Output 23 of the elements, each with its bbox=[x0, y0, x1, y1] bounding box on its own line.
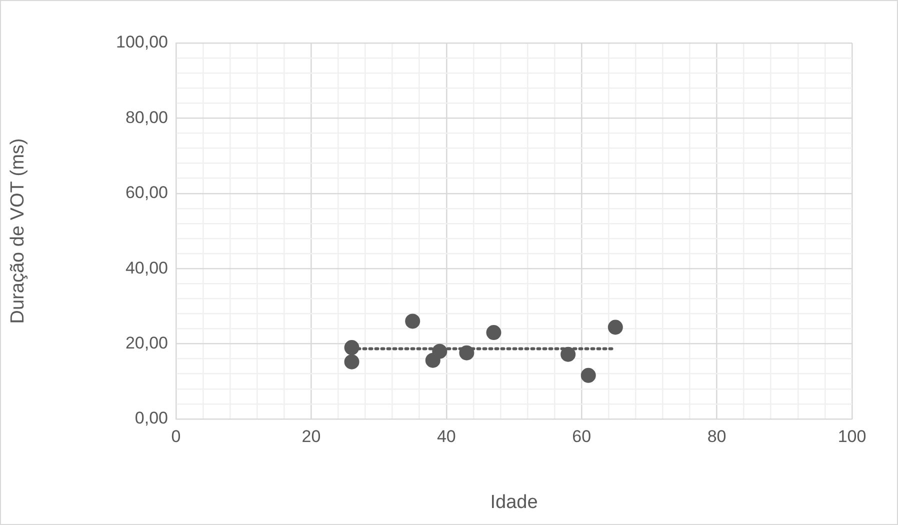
y-tick-label: 100,00 bbox=[116, 32, 168, 52]
y-axis-title: Duração de VOT (ms) bbox=[8, 138, 29, 324]
x-tick-label: 60 bbox=[572, 426, 592, 446]
point bbox=[580, 368, 596, 383]
point bbox=[405, 314, 420, 329]
point bbox=[486, 325, 502, 340]
x-tick-label: 40 bbox=[436, 426, 456, 446]
point bbox=[459, 345, 474, 360]
y-tick-label: 80,00 bbox=[125, 108, 168, 127]
point bbox=[344, 340, 360, 356]
x-axis-title: Idade bbox=[490, 492, 538, 513]
point bbox=[432, 344, 448, 359]
x-tick-label: 20 bbox=[302, 426, 321, 446]
x-tick-label: 0 bbox=[171, 426, 181, 446]
y-tick-label: 60,00 bbox=[125, 183, 168, 202]
x-tick-label: 100 bbox=[838, 426, 866, 446]
x-tick-label: 80 bbox=[707, 426, 726, 446]
point bbox=[608, 320, 623, 335]
y-tick-label: 0,00 bbox=[134, 408, 168, 428]
point bbox=[344, 354, 360, 370]
y-tick-label: 20,00 bbox=[125, 333, 168, 352]
point bbox=[560, 346, 576, 362]
y-tick-label: 40,00 bbox=[125, 258, 168, 278]
